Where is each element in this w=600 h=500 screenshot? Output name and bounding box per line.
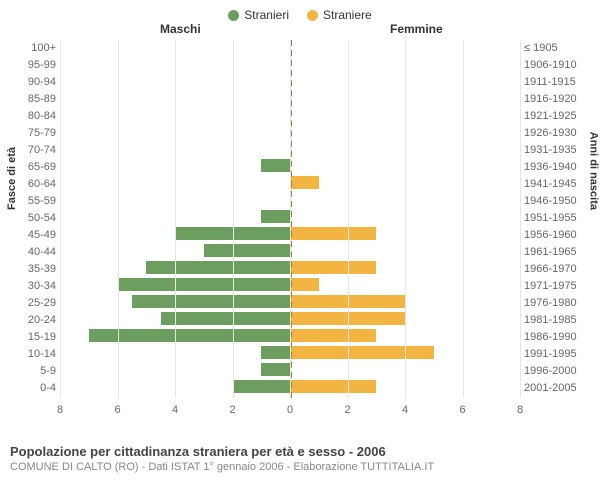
age-label: 55-59: [0, 193, 56, 210]
bar-male: [261, 210, 290, 223]
legend-item-female: Straniere: [307, 8, 372, 22]
birth-year-label: 1931-1935: [524, 142, 596, 159]
age-label: 50-54: [0, 210, 56, 227]
bar-male: [118, 278, 291, 291]
age-label: 95-99: [0, 57, 56, 74]
bar-male: [261, 346, 290, 359]
age-label: 45-49: [0, 227, 56, 244]
age-label: 20-24: [0, 312, 56, 329]
grid-line: [348, 40, 349, 398]
legend-swatch-male: [228, 10, 239, 21]
age-label: 60-64: [0, 176, 56, 193]
grid-line: [405, 40, 406, 398]
grid-line: [60, 40, 61, 398]
birth-year-label: 1941-1945: [524, 176, 596, 193]
grid-line: [118, 40, 119, 398]
chart-footer: Popolazione per cittadinanza straniera p…: [0, 440, 600, 473]
chart-source: COMUNE DI CALTO (RO) - Dati ISTAT 1° gen…: [10, 461, 590, 473]
legend-item-male: Stranieri: [228, 8, 289, 22]
x-tick-label: 0: [287, 404, 293, 416]
column-headers: Maschi Femmine: [0, 22, 600, 40]
legend-swatch-female: [307, 10, 318, 21]
age-label: 80-84: [0, 108, 56, 125]
age-label: 35-39: [0, 261, 56, 278]
grid-line: [520, 40, 521, 398]
bar-male: [261, 159, 290, 172]
birth-year-label: 1906-1910: [524, 57, 596, 74]
x-tick-label: 6: [114, 404, 120, 416]
x-tick-label: 4: [402, 404, 408, 416]
birth-year-label: 1916-1920: [524, 91, 596, 108]
age-label: 75-79: [0, 125, 56, 142]
col-header-female: Femmine: [390, 22, 443, 36]
bar-female: [290, 380, 376, 393]
age-label: 5-9: [0, 363, 56, 380]
age-label: 0-4: [0, 380, 56, 397]
age-label: 100+: [0, 40, 56, 57]
birth-year-label: 1951-1955: [524, 210, 596, 227]
grid-line: [233, 40, 234, 398]
age-label: 40-44: [0, 244, 56, 261]
birth-year-label: 1976-1980: [524, 295, 596, 312]
plot-area: 8 6 4 2 0 2 4 6 8: [60, 40, 520, 420]
birth-year-label: 1991-1995: [524, 346, 596, 363]
x-tick-label: 8: [517, 404, 523, 416]
bar-female: [290, 176, 319, 189]
x-tick-label: 8: [57, 404, 63, 416]
x-tick-label: 2: [344, 404, 350, 416]
grid-line: [463, 40, 464, 398]
bar-male: [146, 261, 290, 274]
birth-year-label: 1966-1970: [524, 261, 596, 278]
bar-female: [290, 329, 376, 342]
birth-year-label: ≤ 1905: [524, 40, 596, 57]
age-label: 10-14: [0, 346, 56, 363]
age-label: 25-29: [0, 295, 56, 312]
birth-year-label: 1971-1975: [524, 278, 596, 295]
age-label: 70-74: [0, 142, 56, 159]
bar-male: [89, 329, 290, 342]
x-tick-label: 6: [459, 404, 465, 416]
birth-year-label: 1921-1925: [524, 108, 596, 125]
bar-male: [233, 380, 291, 393]
birth-year-label: 1981-1985: [524, 312, 596, 329]
birth-year-label: 1911-1915: [524, 74, 596, 91]
bar-female: [290, 278, 319, 291]
chart-title: Popolazione per cittadinanza straniera p…: [10, 444, 590, 459]
age-label: 15-19: [0, 329, 56, 346]
age-label: 65-69: [0, 159, 56, 176]
bar-female: [290, 261, 376, 274]
grid-line: [175, 40, 176, 398]
birth-year-label: 1961-1965: [524, 244, 596, 261]
col-header-male: Maschi: [160, 22, 201, 36]
age-label: 90-94: [0, 74, 56, 91]
birth-year-label: 1986-1990: [524, 329, 596, 346]
population-pyramid: Fasce di età Anni di nascita 864202468 1…: [0, 40, 600, 440]
birth-year-label: 1926-1930: [524, 125, 596, 142]
bar-male: [204, 244, 290, 257]
legend-label-female: Straniere: [323, 8, 372, 22]
bar-female: [290, 346, 434, 359]
age-label: 30-34: [0, 278, 56, 295]
x-tick-label: 2: [229, 404, 235, 416]
birth-year-label: 1936-1940: [524, 159, 596, 176]
birth-year-label: 2001-2005: [524, 380, 596, 397]
birth-year-label: 1956-1960: [524, 227, 596, 244]
bar-male: [261, 363, 290, 376]
birth-year-label: 1996-2000: [524, 363, 596, 380]
x-tick-label: 4: [172, 404, 178, 416]
birth-year-label: 1946-1950: [524, 193, 596, 210]
legend-label-male: Stranieri: [244, 8, 289, 22]
bar-male: [161, 312, 290, 325]
grid-line: [290, 40, 291, 398]
bar-female: [290, 227, 376, 240]
legend: Stranieri Straniere: [0, 0, 600, 22]
age-label: 85-89: [0, 91, 56, 108]
bar-male: [132, 295, 290, 308]
